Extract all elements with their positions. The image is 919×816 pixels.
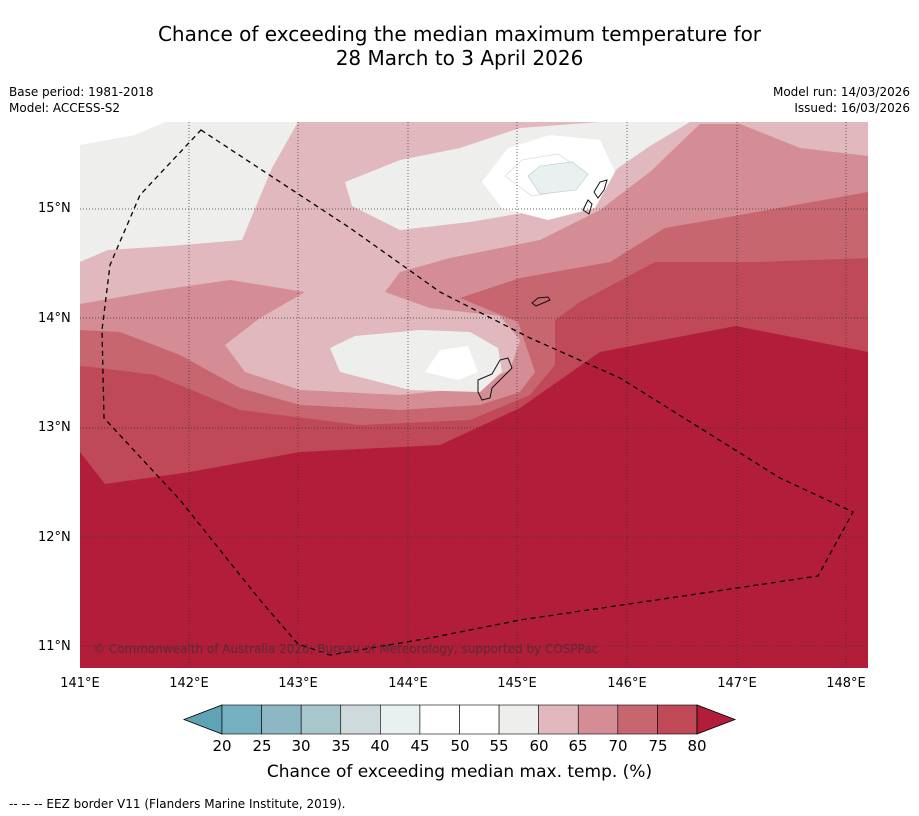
lon-label-144: 144°E	[388, 676, 428, 691]
lon-label-146: 146°E	[607, 676, 647, 691]
model-name: Model: ACCESS-S2	[9, 101, 121, 115]
colorbar-tick-65: 65	[568, 737, 588, 755]
lat-label-15: 15°N	[38, 201, 71, 216]
colorbar-tick-40: 40	[370, 737, 390, 755]
lon-label-143: 143°E	[278, 676, 318, 691]
colorbar-segment-70-75	[617, 704, 658, 735]
probability-map	[80, 122, 868, 668]
colorbar-arrow-low	[182, 704, 223, 735]
island-saipan	[593, 179, 608, 199]
colorbar-tick-45: 45	[410, 737, 430, 755]
band-40-45-north	[527, 161, 589, 195]
colorbar-tick-20: 20	[212, 737, 232, 755]
title-line-1: Chance of exceeding the median maximum t…	[157, 22, 762, 46]
colorbar-tick-25: 25	[252, 737, 272, 755]
lat-label-14: 14°N	[38, 311, 71, 326]
lat-label-11: 11°N	[38, 639, 71, 654]
colorbar-tick-70: 70	[608, 737, 628, 755]
colorbar-segment-60-65	[538, 704, 579, 735]
model-run: Model run: 14/03/2026	[772, 85, 910, 99]
map-title: Chance of exceeding the median maximum t…	[0, 22, 919, 70]
lon-label-147: 147°E	[717, 676, 757, 691]
colorbar-segment-50-55	[459, 704, 500, 735]
colorbar-tick-55: 55	[489, 737, 509, 755]
colorbar-segment-30-35	[300, 704, 342, 735]
band-60-65	[80, 122, 868, 395]
lat-label-12: 12°N	[38, 530, 71, 545]
island-tinian	[582, 199, 593, 215]
colorbar-tick-60: 60	[529, 737, 549, 755]
colorbar-arrow-high	[696, 704, 737, 735]
band-50-55-south	[425, 346, 478, 380]
colorbar-segment-40-45	[380, 704, 421, 735]
colorbar-tick-75: 75	[648, 737, 668, 755]
band-50-55-corner	[80, 122, 165, 145]
colorbar-tick-50: 50	[450, 737, 470, 755]
colorbar-segment-45-50	[419, 704, 460, 735]
colorbar-segment-35-40	[340, 704, 381, 735]
lon-label-145: 145°E	[497, 676, 537, 691]
colorbar-segment-20-25	[221, 704, 262, 735]
base-period: Base period: 1981-2018	[9, 85, 154, 99]
lon-label-142: 142°E	[169, 676, 209, 691]
meta-right: Model run: 14/03/2026 Issued: 16/03/2026	[773, 84, 910, 116]
colorbar-segment-65-70	[577, 704, 619, 735]
lon-label-148: 148°E	[826, 676, 866, 691]
colorbar-tick-30: 30	[291, 737, 311, 755]
colorbar-tick-80: 80	[687, 737, 707, 755]
colorbar-title: Chance of exceeding median max. temp. (%…	[266, 762, 653, 782]
colorbar-segment-55-60	[498, 704, 539, 735]
meta-left: Base period: 1981-2018 Model: ACCESS-S2	[9, 84, 154, 116]
colorbar-segment-75-80	[657, 704, 698, 735]
title-line-2: 28 March to 3 April 2026	[335, 46, 584, 70]
eez-footnote: -- -- -- EEZ border V11 (Flanders Marine…	[9, 797, 346, 811]
colorbar-tick-35: 35	[331, 737, 351, 755]
island-guam	[477, 357, 513, 401]
lat-label-13: 13°N	[38, 420, 71, 435]
copyright-notice: © Commonwealth of Australia 2026, Bureau…	[93, 642, 599, 656]
colorbar	[182, 704, 737, 735]
island-rota	[531, 296, 551, 307]
graticule	[80, 122, 868, 668]
colorbar-segment-25-30	[261, 704, 302, 735]
issued-date: Issued: 16/03/2026	[794, 101, 910, 115]
lon-label-141: 141°E	[60, 676, 100, 691]
